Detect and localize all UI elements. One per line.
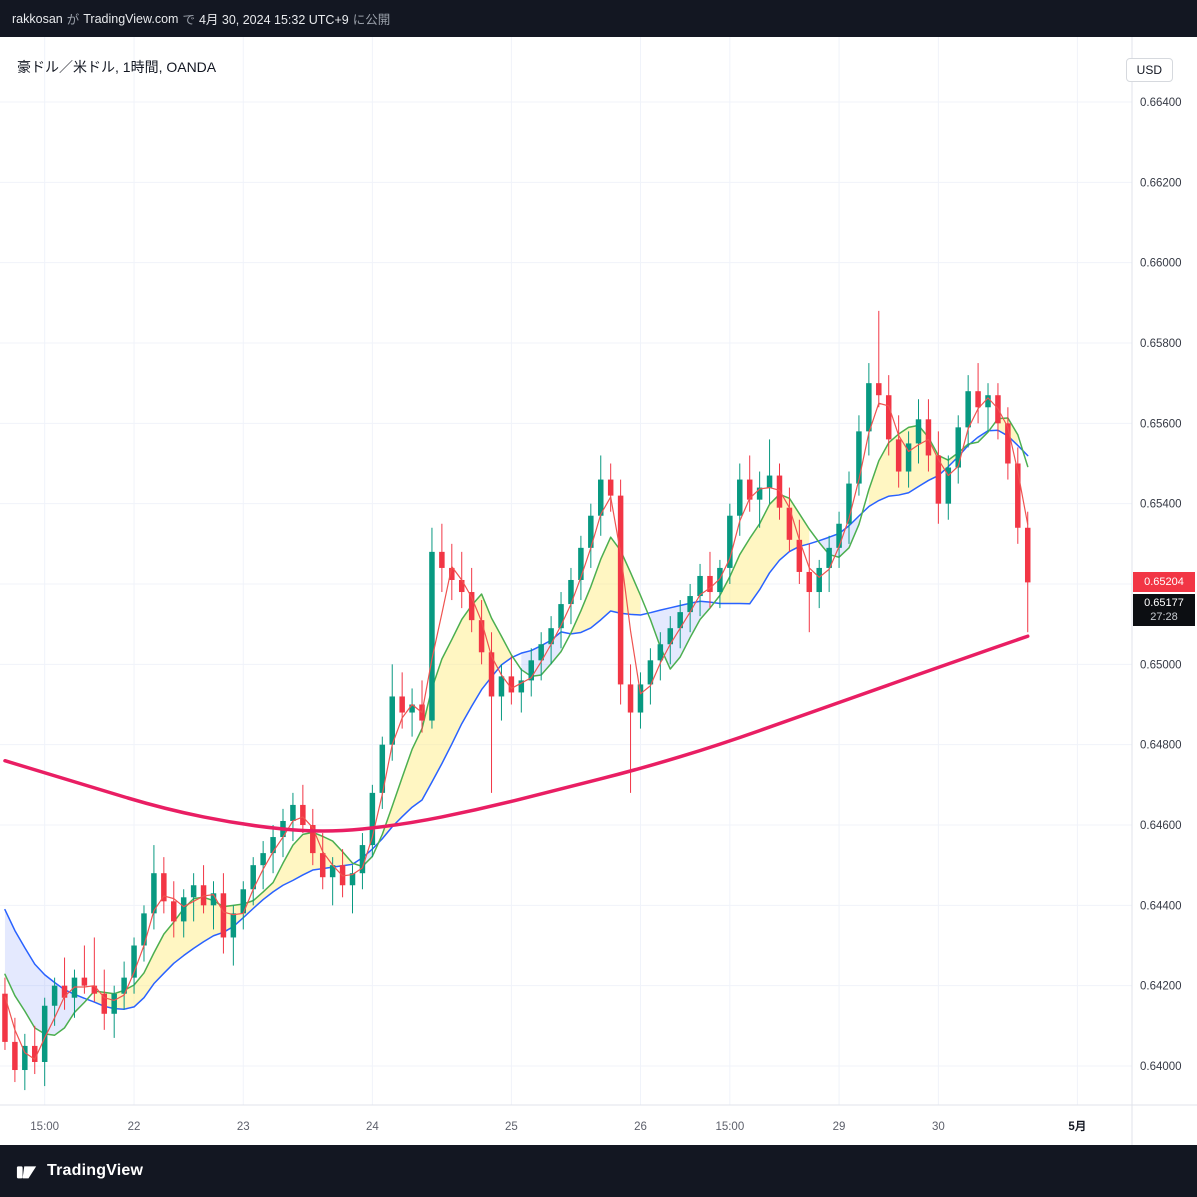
svg-text:0.65800: 0.65800 — [1140, 338, 1182, 350]
svg-text:22: 22 — [128, 1121, 141, 1133]
publisher-name: rakkosan — [12, 11, 63, 26]
symbol-title[interactable]: 豪ドル／米ドル, 1時間, OANDA — [17, 59, 217, 75]
svg-text:0.65400: 0.65400 — [1140, 499, 1182, 511]
candles-layer — [2, 310, 1031, 1091]
svg-text:0.66400: 0.66400 — [1140, 97, 1182, 109]
publish-bar: rakkosan が TradingView.com で 4月 30, 2024… — [0, 0, 1197, 37]
svg-text:24: 24 — [366, 1121, 379, 1133]
currency-unit-button[interactable]: USD — [1125, 58, 1173, 82]
last-price-value: 0.65204 — [1144, 576, 1184, 589]
svg-text:0.64200: 0.64200 — [1140, 981, 1182, 993]
svg-text:26: 26 — [634, 1121, 647, 1133]
svg-text:0.66200: 0.66200 — [1140, 177, 1182, 189]
svg-text:0.64600: 0.64600 — [1140, 820, 1182, 832]
svg-text:15:00: 15:00 — [715, 1121, 744, 1133]
footer-bar: TradingView — [0, 1145, 1197, 1197]
svg-text:0.66000: 0.66000 — [1140, 258, 1182, 270]
svg-text:23: 23 — [237, 1121, 250, 1133]
tradingview-logo-icon[interactable] — [16, 1160, 38, 1182]
svg-text:0.65000: 0.65000 — [1140, 659, 1182, 671]
publish-particle: で — [182, 13, 195, 27]
publish-datetime: 4月 30, 2024 15:32 UTC+9 — [198, 13, 349, 27]
svg-text:15:00: 15:00 — [30, 1121, 59, 1133]
overlay-lines-layer — [3, 397, 1030, 1060]
axes-layer[interactable]: 0.66400 0.66200 0.66000 0.65800 0.65600 0.654… — [0, 37, 1197, 1145]
tradingview-wordmark[interactable]: TradingView — [47, 1162, 144, 1179]
grid-layer — [0, 37, 1132, 1105]
price-chart[interactable]: 0.66400 0.66200 0.66000 0.65800 0.65600 0.654… — [0, 37, 1197, 1145]
svg-text:0.64800: 0.64800 — [1140, 740, 1182, 752]
svg-text:0.65600: 0.65600 — [1140, 418, 1182, 430]
svg-text:0.64000: 0.64000 — [1140, 1061, 1182, 1073]
publish-particle: が — [66, 13, 80, 27]
svg-text:0.64400: 0.64400 — [1140, 900, 1182, 912]
ma-band-layer — [4, 417, 1029, 1036]
last-price-badge: 0.65204 — [1133, 572, 1195, 593]
countdown-price-value: 0.65177 — [1144, 597, 1184, 610]
svg-text:25: 25 — [505, 1121, 518, 1133]
svg-text:29: 29 — [833, 1121, 846, 1133]
publish-suffix: に公開 — [352, 13, 391, 27]
svg-text:5月: 5月 — [1068, 1120, 1086, 1133]
bar-countdown-timer: 27:28 — [1150, 611, 1178, 624]
countdown-badge: 0.65177 27:28 — [1133, 594, 1195, 627]
svg-text:30: 30 — [932, 1121, 945, 1133]
chart-region: 0.66400 0.66200 0.66000 0.65800 0.65600 0.654… — [0, 37, 1197, 1145]
publish-site: TradingView.com — [83, 11, 179, 26]
